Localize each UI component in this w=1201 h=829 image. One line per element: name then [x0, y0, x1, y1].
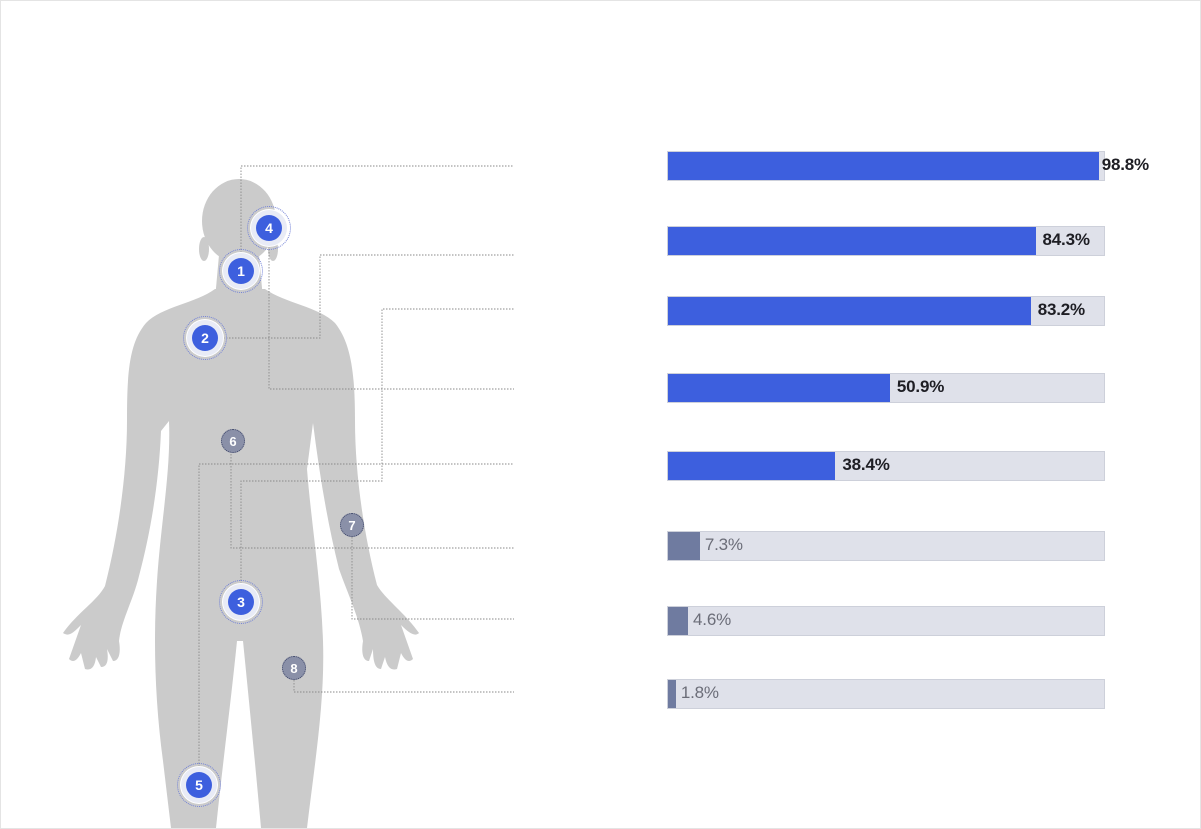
bar-4: [668, 374, 890, 402]
bar-track: [667, 679, 1105, 709]
bar-value-label-1: 98.8%: [1101, 155, 1149, 174]
bar-value-label-5: 38.4%: [842, 455, 890, 474]
bar-3: [668, 297, 1031, 325]
body-marker-7: 7: [340, 513, 364, 537]
bar-1: [668, 152, 1099, 180]
bar-track: [667, 151, 1105, 181]
leader-line-3: [240, 308, 514, 602]
bar-5: [668, 452, 836, 480]
leader-line-6: [230, 440, 514, 549]
body-marker-3: 3: [219, 580, 263, 624]
leader-line-2: [205, 254, 514, 339]
bar-value-label-8: 1.8%: [680, 683, 719, 702]
bar-track: [667, 451, 1105, 481]
bar-value-label-3: 83.2%: [1037, 300, 1085, 319]
leader-line-5: [198, 463, 514, 785]
bar-track: [667, 373, 1105, 403]
bar-track: [667, 531, 1105, 561]
body-marker-2: 2: [183, 316, 227, 360]
bar-value-label-6: 7.3%: [704, 535, 743, 554]
bar-2: [668, 227, 1036, 255]
body-marker-4: 4: [247, 206, 291, 250]
leader-line-7: [351, 525, 514, 620]
body-marker-1: 1: [219, 249, 263, 293]
bar-value-label-7: 4.6%: [693, 610, 731, 629]
body-marker-5: 5: [177, 763, 221, 807]
body-marker-6: 6: [221, 429, 245, 453]
bar-7: [668, 607, 689, 635]
bar-value-label-2: 84.3%: [1042, 230, 1090, 249]
bar-track: [667, 606, 1105, 636]
bar-8: [668, 680, 676, 708]
bar-track: [667, 296, 1105, 326]
leader-line-8: [293, 668, 514, 693]
leader-line-4: [268, 228, 514, 390]
leader-line-1: [240, 165, 514, 271]
body-marker-8: 8: [282, 656, 306, 680]
bar-track: [667, 226, 1105, 256]
bar-value-label-4: 50.9%: [896, 377, 945, 396]
bar-6: [668, 532, 700, 560]
